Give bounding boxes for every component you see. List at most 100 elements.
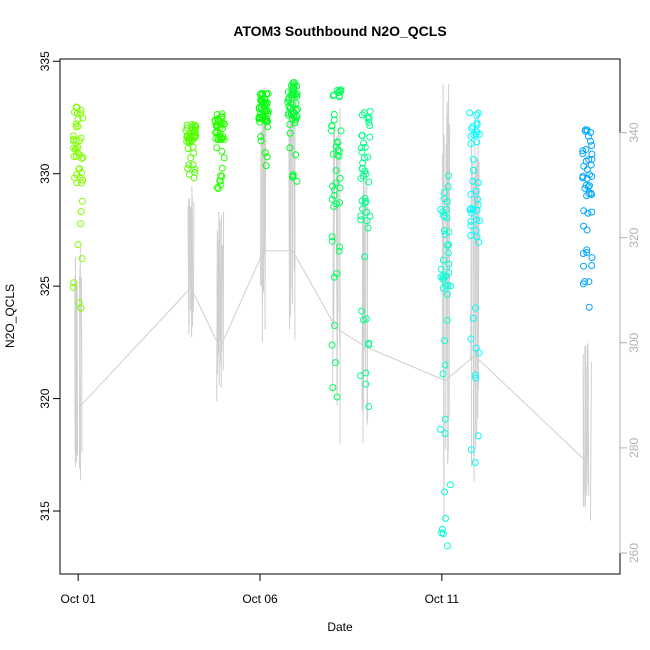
data-point (441, 415, 449, 423)
data-point (472, 344, 480, 352)
data-point (588, 150, 596, 158)
y-tick-label: 335 (38, 51, 52, 71)
data-point (579, 249, 587, 257)
data-point (330, 202, 338, 210)
data-point (262, 162, 270, 170)
data-point (473, 138, 481, 146)
data-point (288, 173, 296, 181)
data-point (331, 322, 339, 330)
data-point (443, 206, 451, 214)
data-point (291, 119, 299, 127)
data-point (475, 130, 483, 138)
data-point (218, 125, 226, 133)
data-point (365, 118, 373, 126)
data-point (472, 374, 480, 382)
data-point (473, 119, 481, 127)
right-tick-label: 320 (627, 227, 641, 247)
data-point (332, 179, 340, 187)
data-point (329, 384, 337, 392)
data-point (360, 139, 368, 147)
data-point (468, 124, 476, 132)
data-point (76, 137, 84, 145)
altitude-trace (80, 277, 83, 452)
data-point (445, 172, 453, 180)
data-point (334, 139, 342, 147)
data-point (439, 284, 447, 292)
data-point (441, 430, 449, 438)
altitude-trace (366, 167, 369, 422)
data-point (191, 128, 199, 136)
transit-trace (219, 250, 265, 349)
data-point (472, 216, 480, 224)
data-point (359, 172, 367, 180)
data-point (363, 208, 371, 216)
data-point (440, 212, 448, 220)
data-point (365, 178, 373, 186)
data-points-layer (69, 79, 596, 550)
data-point (472, 130, 480, 138)
data-point (70, 152, 78, 160)
data-point (469, 314, 477, 322)
data-point (79, 114, 87, 122)
data-point (330, 110, 338, 118)
data-point (366, 107, 374, 115)
data-point (581, 184, 589, 192)
altitude-trace (333, 126, 336, 326)
data-point (474, 201, 482, 209)
data-point (329, 150, 337, 158)
data-point (74, 241, 82, 249)
data-point (359, 205, 367, 213)
data-point (472, 227, 480, 235)
data-point (261, 149, 269, 157)
data-point (190, 149, 198, 157)
data-point (71, 145, 79, 153)
data-point (584, 209, 592, 217)
data-point (580, 222, 588, 230)
data-point (469, 123, 477, 131)
data-point (441, 230, 449, 238)
data-point (467, 204, 475, 212)
data-point (69, 283, 77, 291)
data-point (335, 152, 343, 160)
data-point (361, 253, 369, 261)
x-tick-label: Oct 06 (242, 592, 278, 606)
data-point (259, 113, 267, 121)
altitude-trace (217, 239, 219, 374)
data-point (284, 98, 292, 106)
data-point (439, 256, 447, 264)
altitude-trace (332, 133, 335, 393)
data-point (588, 142, 596, 150)
data-point (290, 112, 298, 120)
data-point (335, 147, 343, 155)
data-point (438, 525, 446, 533)
data-point (79, 153, 87, 161)
data-point (440, 189, 448, 197)
data-point (443, 316, 451, 324)
y-tick-label: 325 (38, 276, 52, 296)
altitude-trace (446, 110, 449, 451)
data-point (467, 335, 475, 343)
data-point (257, 137, 265, 145)
data-point (217, 181, 225, 189)
data-point (441, 337, 449, 345)
data-point (362, 380, 370, 388)
data-point (439, 208, 447, 216)
data-point (185, 161, 193, 169)
data-point (263, 153, 271, 161)
y-axis-label: N2O_QCLS (3, 284, 17, 348)
x-axis-label: Date (327, 620, 353, 634)
data-point (73, 109, 81, 117)
data-point (585, 190, 593, 198)
y-tick-label: 330 (38, 163, 52, 183)
data-point (583, 126, 591, 134)
data-point (255, 113, 263, 121)
data-point (440, 227, 448, 235)
data-point (257, 132, 265, 140)
data-point (474, 109, 482, 117)
data-point (292, 151, 300, 159)
data-point (213, 111, 221, 119)
transit-trace (292, 250, 337, 329)
data-point (77, 304, 85, 312)
data-point (439, 530, 447, 538)
